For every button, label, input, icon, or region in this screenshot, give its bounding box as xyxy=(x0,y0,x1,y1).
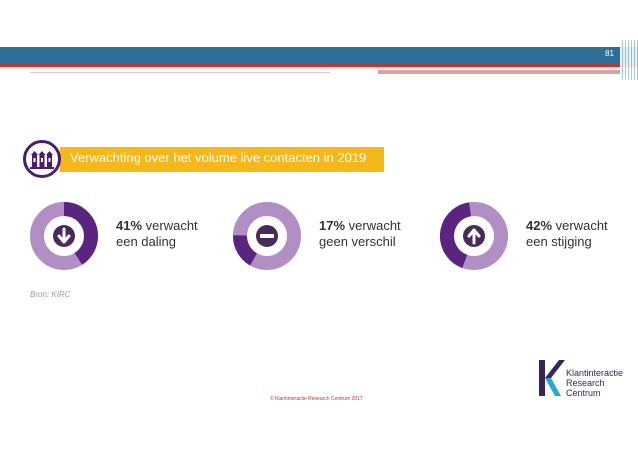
stat-percent: 17% xyxy=(319,218,346,233)
stat-daling: 41% verwacht een daling xyxy=(116,218,198,250)
arrow-up-icon xyxy=(463,225,485,247)
arrow-down-icon xyxy=(53,225,75,247)
donut-chart-daling xyxy=(30,202,98,270)
source-note: Bron: KIRC xyxy=(30,290,71,299)
donut-segment xyxy=(440,202,508,270)
copyright: © Klantinteractie Research Centrum 2017 xyxy=(270,396,363,402)
logo-text: Klantinteractie Research Centrum xyxy=(566,368,623,398)
stat-label-line2: een stijging xyxy=(526,234,592,249)
stat-stijging: 42% verwacht een stijging xyxy=(526,218,608,250)
header-stripe-faint xyxy=(30,72,330,73)
logo-line3: Centrum xyxy=(566,388,601,398)
header-stripe-light xyxy=(378,70,628,74)
title-badge xyxy=(23,140,61,178)
stat-label-line2: geen verschil xyxy=(319,234,396,249)
minus-icon xyxy=(256,225,278,247)
stat-label-line1: verwacht xyxy=(142,218,198,233)
stat-label-line1: verwacht xyxy=(345,218,401,233)
slide-title: Verwachting over het volume live contact… xyxy=(70,150,367,165)
header-stripe-grey xyxy=(0,67,638,69)
header-edge-decoration xyxy=(620,40,638,80)
stat-label-line1: verwacht xyxy=(552,218,608,233)
title-bar xyxy=(60,147,384,172)
buildings-icon xyxy=(30,151,54,169)
donut-segment xyxy=(30,202,98,270)
header-stripe xyxy=(0,63,638,67)
stat-geen-verschil: 17% verwacht geen verschil xyxy=(319,218,401,250)
stat-percent: 42% xyxy=(526,218,553,233)
stat-percent: 41% xyxy=(116,218,143,233)
kirc-logo-icon xyxy=(539,360,565,396)
header-band xyxy=(0,47,638,63)
stat-label-line2: een daling xyxy=(116,234,176,249)
donut-chart-geen-verschil xyxy=(233,202,301,270)
page-number: 81 xyxy=(605,49,614,58)
donut-chart-stijging xyxy=(440,202,508,270)
logo-line2: Research xyxy=(566,378,605,388)
logo-line1: Klantinteractie xyxy=(566,368,624,378)
